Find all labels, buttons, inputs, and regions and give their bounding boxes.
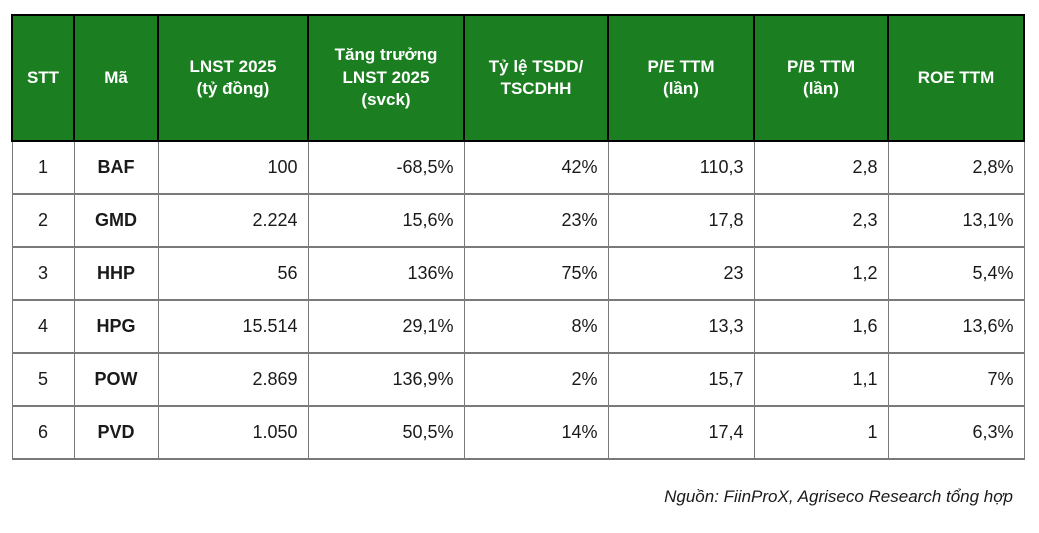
col-header-pe-ttm: P/E TTM (lần) — [607, 14, 755, 142]
cell-tsdd-ratio: 2% — [463, 352, 609, 407]
cell-roe: 13,6% — [887, 299, 1025, 354]
cell-growth: -68,5% — [307, 140, 465, 195]
cell-ticker: HPG — [73, 299, 159, 354]
source-note: Nguồn: FiinProX, Agriseco Research tổng … — [664, 487, 1013, 506]
cell-roe: 6,3% — [887, 405, 1025, 460]
cell-roe: 7% — [887, 352, 1025, 407]
cell-roe: 13,1% — [887, 193, 1025, 248]
cell-lnst: 100 — [157, 140, 309, 195]
cell-pe: 17,4 — [607, 405, 755, 460]
col-header-lnst-2025: LNST 2025 (tỷ đồng) — [157, 14, 309, 142]
col-header-pe-ttm-label: P/E TTM (lần) — [647, 56, 715, 98]
cell-lnst: 1.050 — [157, 405, 309, 460]
col-header-stt: STT — [11, 14, 75, 142]
header-row: STT Mã LNST 2025 (tỷ đồng) Tăng trưởng L… — [11, 14, 1025, 142]
col-header-roe-ttm: ROE TTM — [887, 14, 1025, 142]
cell-stt: 3 — [11, 246, 75, 301]
col-header-roe-ttm-label: ROE TTM — [917, 67, 995, 87]
cell-lnst: 2.869 — [157, 352, 309, 407]
cell-ticker: BAF — [73, 140, 159, 195]
cell-tsdd-ratio: 14% — [463, 405, 609, 460]
cell-lnst: 2.224 — [157, 193, 309, 248]
table-row: 6 PVD 1.050 50,5% 14% 17,4 1 6,3% — [11, 405, 1025, 460]
cell-pb: 1,2 — [753, 246, 889, 301]
col-header-lnst-2025-label: LNST 2025 (tỷ đồng) — [189, 56, 277, 98]
col-header-ty-le-tsdd: Tỷ lệ TSDD/ TSCDHH — [463, 14, 609, 142]
cell-pe: 23 — [607, 246, 755, 301]
col-header-ma-label: Mã — [104, 67, 128, 87]
table-row: 5 POW 2.869 136,9% 2% 15,7 1,1 7% — [11, 352, 1025, 407]
cell-growth: 15,6% — [307, 193, 465, 248]
cell-tsdd-ratio: 75% — [463, 246, 609, 301]
cell-pb: 1,1 — [753, 352, 889, 407]
cell-growth: 50,5% — [307, 405, 465, 460]
col-header-ma: Mã — [73, 14, 159, 142]
table-header: STT Mã LNST 2025 (tỷ đồng) Tăng trưởng L… — [11, 14, 1025, 142]
cell-ticker: GMD — [73, 193, 159, 248]
cell-tsdd-ratio: 8% — [463, 299, 609, 354]
table-row: 4 HPG 15.514 29,1% 8% 13,3 1,6 13,6% — [11, 299, 1025, 354]
cell-stt: 4 — [11, 299, 75, 354]
cell-pb: 2,3 — [753, 193, 889, 248]
cell-roe: 2,8% — [887, 140, 1025, 195]
cell-ticker: PVD — [73, 405, 159, 460]
cell-stt: 6 — [11, 405, 75, 460]
cell-pb: 2,8 — [753, 140, 889, 195]
cell-ticker: HHP — [73, 246, 159, 301]
cell-stt: 2 — [11, 193, 75, 248]
cell-tsdd-ratio: 42% — [463, 140, 609, 195]
cell-lnst: 15.514 — [157, 299, 309, 354]
cell-lnst: 56 — [157, 246, 309, 301]
col-header-ty-le-tsdd-label: Tỷ lệ TSDD/ TSCDHH — [488, 56, 584, 98]
cell-stt: 5 — [11, 352, 75, 407]
cell-stt: 1 — [11, 140, 75, 195]
cell-ticker: POW — [73, 352, 159, 407]
cell-pe: 110,3 — [607, 140, 755, 195]
cell-roe: 5,4% — [887, 246, 1025, 301]
cell-pe: 17,8 — [607, 193, 755, 248]
cell-pb: 1 — [753, 405, 889, 460]
col-header-tang-truong-lnst: Tăng trưởng LNST 2025 (svck) — [307, 14, 465, 142]
col-header-pb-ttm: P/B TTM (lần) — [753, 14, 889, 142]
table-row: 3 HHP 56 136% 75% 23 1,2 5,4% — [11, 246, 1025, 301]
cell-pe: 15,7 — [607, 352, 755, 407]
cell-pb: 1,6 — [753, 299, 889, 354]
table-row: 2 GMD 2.224 15,6% 23% 17,8 2,3 13,1% — [11, 193, 1025, 248]
cell-tsdd-ratio: 23% — [463, 193, 609, 248]
col-header-tang-truong-lnst-label: Tăng trưởng LNST 2025 (svck) — [334, 45, 438, 110]
col-header-stt-label: STT — [26, 67, 60, 87]
cell-growth: 29,1% — [307, 299, 465, 354]
cell-growth: 136,9% — [307, 352, 465, 407]
stock-metrics-table: STT Mã LNST 2025 (tỷ đồng) Tăng trưởng L… — [11, 14, 1025, 460]
cell-growth: 136% — [307, 246, 465, 301]
table-body: 1 BAF 100 -68,5% 42% 110,3 2,8 2,8% 2 GM… — [11, 140, 1025, 460]
table-row: 1 BAF 100 -68,5% 42% 110,3 2,8 2,8% — [11, 140, 1025, 195]
col-header-pb-ttm-label: P/B TTM (lần) — [787, 56, 855, 98]
cell-pe: 13,3 — [607, 299, 755, 354]
